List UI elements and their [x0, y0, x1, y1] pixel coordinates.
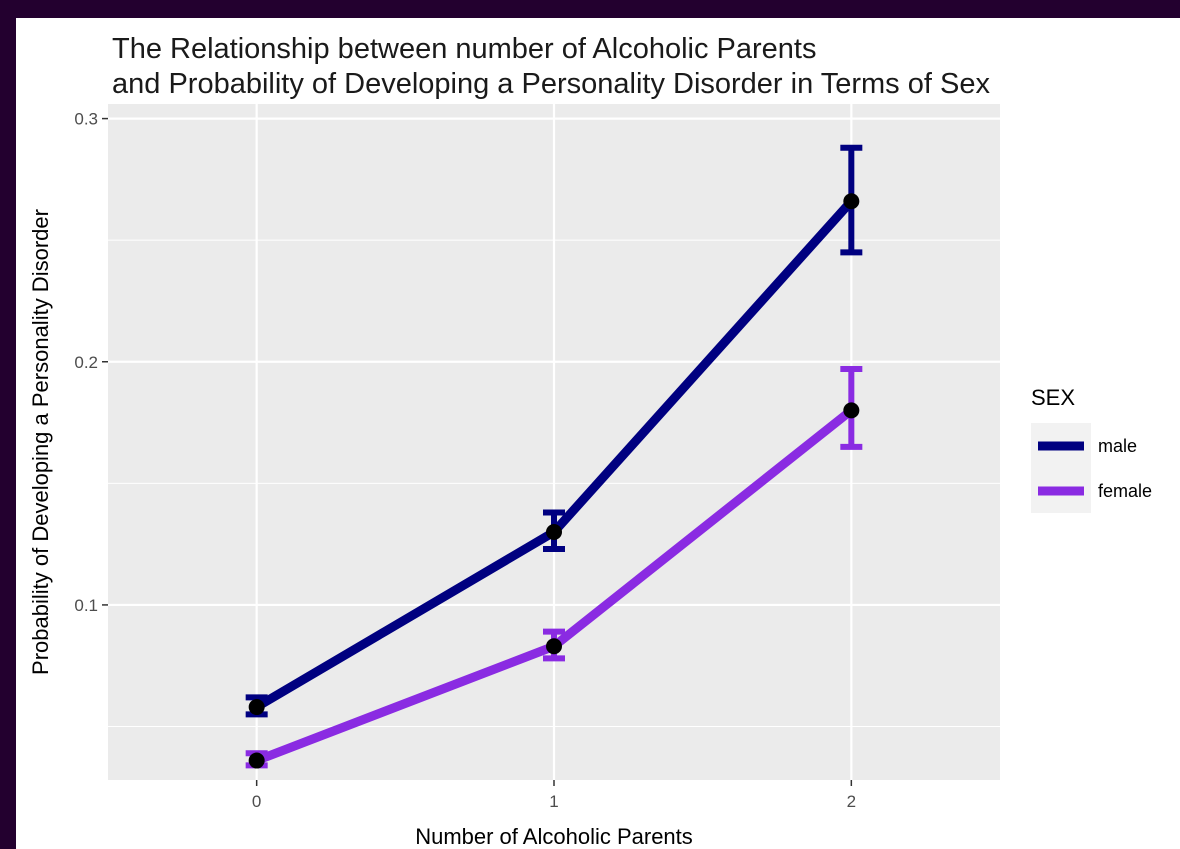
- x-tick-label: 1: [549, 792, 558, 811]
- series-male: [245, 144, 863, 718]
- x-axis-title: Number of Alcoholic Parents: [415, 824, 693, 849]
- legend: SEX male female: [1031, 385, 1152, 513]
- data-point-female: [843, 402, 860, 419]
- y-tick-label: 0.1: [74, 596, 98, 615]
- legend-title: SEX: [1031, 385, 1075, 410]
- legend-key-background: [1031, 423, 1091, 513]
- data-point-male: [843, 193, 860, 210]
- series-layer: [245, 144, 863, 769]
- legend-label-male: male: [1098, 436, 1137, 456]
- data-point-male: [248, 699, 265, 716]
- chart-title-line-1: The Relationship between number of Alcoh…: [112, 33, 816, 65]
- x-tick-label: 2: [847, 792, 856, 811]
- chart-title-line-2: and Probability of Developing a Personal…: [112, 68, 990, 100]
- data-point-male: [546, 523, 562, 540]
- x-axis-ticks: 0 1 2: [252, 780, 856, 811]
- x-tick-label: 0: [252, 792, 261, 811]
- chart: The Relationship between number of Alcoh…: [28, 33, 1152, 849]
- legend-label-female: female: [1098, 481, 1152, 501]
- y-axis-ticks: 0.1 0.2 0.3: [74, 110, 108, 615]
- y-tick-label: 0.3: [74, 110, 98, 129]
- y-tick-label: 0.2: [74, 353, 98, 372]
- data-point-female: [248, 752, 265, 769]
- figure-panel: The Relationship between number of Alcoh…: [16, 18, 1180, 849]
- y-axis-title: Probability of Developing a Personality …: [28, 209, 53, 675]
- data-point-female: [546, 638, 562, 655]
- chart-title: The Relationship between number of Alcoh…: [112, 33, 990, 100]
- series-female: [245, 366, 863, 769]
